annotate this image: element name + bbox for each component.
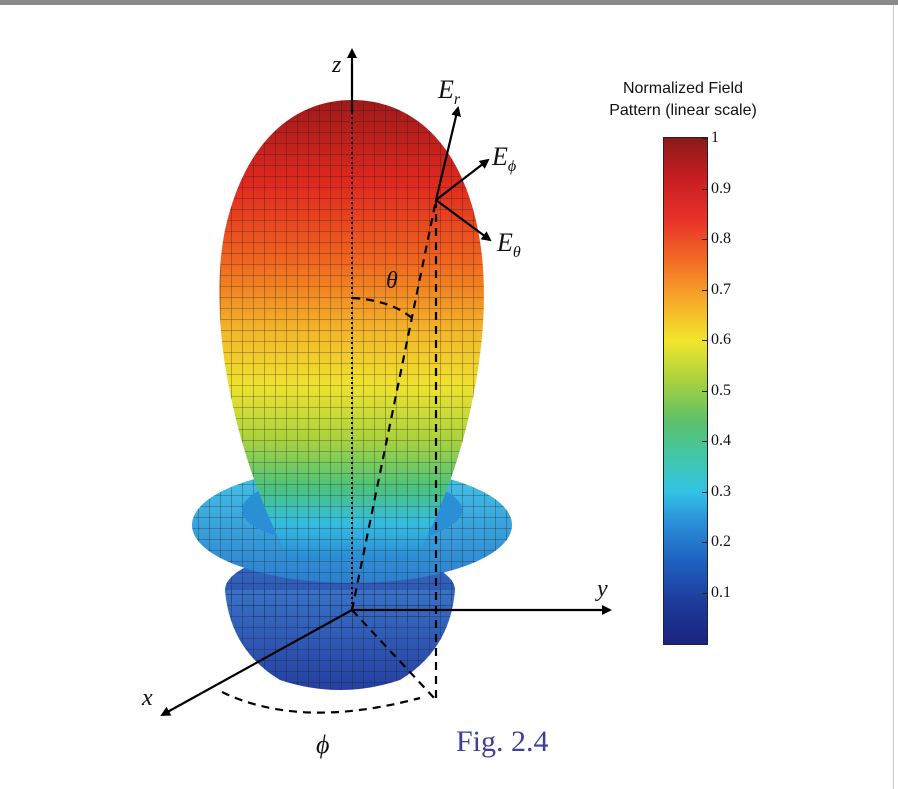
colorbar-tick-mark [702, 542, 708, 543]
theta-label: θ [386, 268, 398, 294]
etheta-label: Eθ [497, 228, 521, 262]
construction-lines [221, 199, 438, 714]
etheta-vector [435, 199, 492, 242]
etheta-symbol: E [497, 228, 513, 257]
er-vector [434, 106, 462, 201]
x-label: x [142, 685, 153, 711]
colorbar-tick-mark [702, 138, 708, 139]
right-border [893, 5, 894, 789]
ephi-subscript: ϕ [507, 158, 517, 176]
er-label: Er [438, 75, 460, 109]
main-lobe [219, 100, 484, 560]
field-vectors [434, 106, 492, 242]
ephi-label: Eϕ [492, 142, 516, 176]
figure-caption: Fig. 2.4 [456, 725, 549, 758]
colorbar-tick-mark [702, 390, 708, 392]
colorbar-tick-label: 1 [711, 129, 719, 146]
x-axis [160, 609, 353, 716]
colorbar-tick-mark [702, 188, 708, 190]
colorbar-tick-label: 0.2 [711, 533, 731, 550]
colorbar-tick-label: 0.1 [711, 583, 731, 601]
coordinate-axes [160, 48, 612, 716]
colorbar-tick-label: 0.7 [711, 280, 731, 298]
colorbar-tick-label: 0.4 [711, 432, 731, 449]
er-subscript: r [453, 91, 461, 109]
colorbar-title-line1: Normalized Field [622, 80, 744, 97]
colorbar-tick-label: 0.8 [711, 230, 731, 247]
colorbar-tick-label: 0.3 [711, 482, 731, 500]
colorbar-tick-mark [702, 340, 708, 341]
z-label: z [332, 52, 342, 78]
ephi-vector [435, 158, 490, 201]
colorbar-tick-mark [702, 592, 708, 594]
colorbar-title-line2: Pattern (linear scale) [609, 102, 757, 119]
phi-label: ϕ [316, 730, 330, 759]
colorbar-tick-label: 0.5 [711, 381, 731, 399]
top-border [0, 0, 898, 5]
ephi-symbol: E [492, 142, 508, 171]
colorbar-tick-label: 0.9 [711, 179, 731, 197]
etheta-subscript: θ [512, 244, 521, 262]
colorbar-title: Normalized Field Pattern (linear scale) [580, 78, 786, 122]
colorbar-tick-label: 0.6 [711, 331, 731, 348]
colorbar-tick-mark [702, 491, 708, 493]
colorbar-tick-mark [702, 289, 708, 291]
colorbar-tick-mark [702, 239, 708, 240]
y-label: y [597, 576, 608, 602]
colorbar-tick-mark [702, 441, 708, 442]
er-symbol: E [438, 75, 454, 104]
